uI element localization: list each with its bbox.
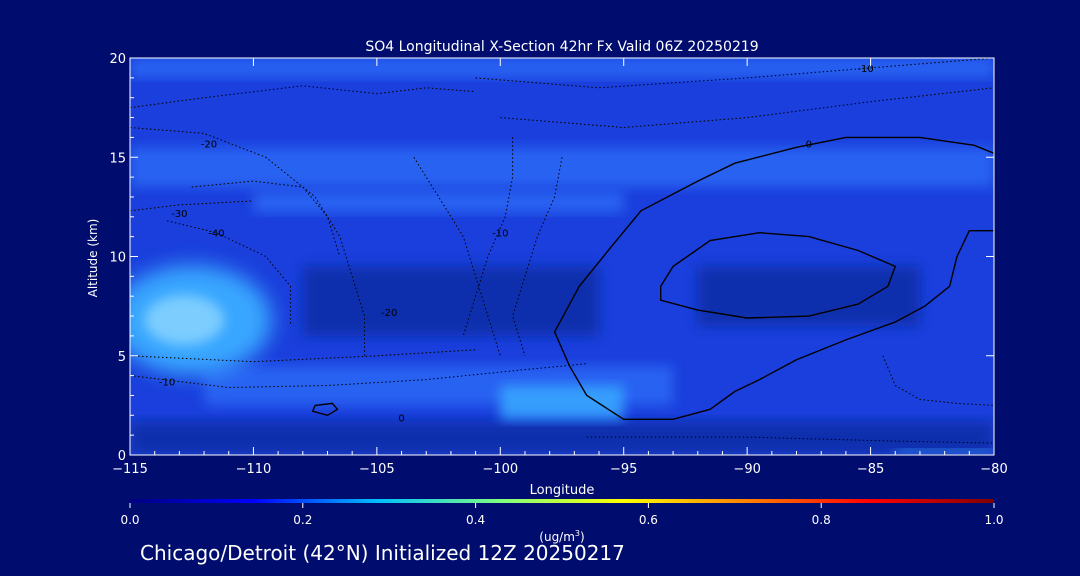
x-axis: −115 −110 −105 −100 −95 −90 −85 −80 (112, 58, 1008, 477)
dotted-contour-line (512, 157, 563, 356)
colorbar-tick-label: 0.0 (120, 513, 139, 527)
dotted-contour-line (130, 127, 365, 356)
contour-label: 0 (398, 413, 404, 424)
x-tick-label: −100 (482, 462, 518, 477)
chart-title: SO4 Longitudinal X-Section 42hr Fx Valid… (365, 39, 758, 55)
y-tick-label: 20 (109, 52, 126, 67)
x-tick-label: −115 (112, 462, 148, 477)
colorbar-unit-close: ) (580, 530, 585, 544)
contour-label: -30 (171, 209, 187, 220)
x-tick-label: −80 (980, 462, 1007, 477)
heatmap-band-low-plume (500, 385, 624, 420)
contour-label: 0 (806, 139, 812, 150)
heatmap-field (130, 58, 994, 455)
solid-contour-line (660, 231, 897, 319)
colorbar-ticks: 0.0 0.2 0.4 0.6 0.8 1.0 (120, 503, 1004, 527)
dotted-contour-line (191, 180, 341, 257)
contour-label: -40 (208, 229, 224, 240)
colorbar-tick-label: 0.6 (639, 513, 658, 527)
heatmap-band-mid (253, 190, 624, 213)
contour-label: -10 (159, 378, 175, 389)
y-tick-label: 0 (118, 449, 126, 464)
colorbar-tick-label: 1.0 (984, 513, 1003, 527)
contour-label: -20 (201, 139, 217, 150)
x-tick-label: −90 (733, 462, 760, 477)
solid-contour-line (311, 402, 339, 417)
colorbar-tick-label: 0.8 (812, 513, 831, 527)
heatmap-band-upper (130, 147, 994, 188)
heatmap-band-top (130, 58, 994, 78)
contour-label: -10 (492, 229, 508, 240)
y-tick-label: 15 (109, 151, 126, 166)
colorbar: 0.0 0.2 0.4 0.6 0.8 1.0 (ug/m3) (120, 499, 1004, 544)
contour-label: -10 (857, 64, 873, 75)
colorbar-tick-label: 0.2 (293, 513, 312, 527)
colorbar-tick-label: 0.4 (466, 513, 485, 527)
contour-label: -20 (381, 308, 397, 319)
x-axis-label: Longitude (530, 483, 595, 498)
dotted-contour-line (475, 58, 994, 89)
y-axis: 0 5 10 15 20 (109, 52, 994, 464)
x-tick-label: −105 (359, 462, 395, 477)
subtitle-text: Chicago/Detroit (42°N) Initialized 12Z 2… (140, 541, 625, 565)
y-tick-label: 5 (118, 350, 126, 365)
dotted-contour-line (130, 200, 254, 212)
solid-contour-line (553, 136, 994, 333)
colorbar-unit: (ug/m3) (539, 529, 584, 544)
dotted-contour-line (586, 436, 994, 444)
heatmap-band-dark-mid (302, 266, 600, 336)
colorbar-unit-sup: 3 (575, 529, 580, 538)
dotted-contour-line (130, 349, 476, 363)
dotted-contour-line (462, 137, 514, 337)
solid-contour-line (553, 230, 994, 420)
solid-contours (311, 136, 994, 420)
heatmap-band-dark-east (697, 266, 920, 326)
contour-labels: -10 -20 -30 -40 -10 -20 -10 0 0 (159, 64, 874, 424)
heatmap-plume-core (144, 295, 225, 346)
plot-area: -10 -20 -30 -40 -10 -20 -10 0 0 (130, 58, 994, 455)
x-tick-label: −95 (610, 462, 637, 477)
x-tick-label: −110 (236, 462, 272, 477)
heatmap-band-surface (130, 421, 994, 455)
dotted-contours (130, 58, 994, 444)
x-tick-label: −85 (857, 462, 884, 477)
chart-subtitle: Chicago/Detroit (42°N) Initialized 12Z 2… (140, 541, 625, 565)
dotted-contour-line (882, 355, 994, 406)
y-tick-label: 10 (109, 251, 126, 266)
colorbar-unit-open: (ug/m (539, 530, 575, 544)
colorbar-bar (130, 499, 994, 503)
y-axis-label: Altitude (km) (86, 219, 100, 298)
